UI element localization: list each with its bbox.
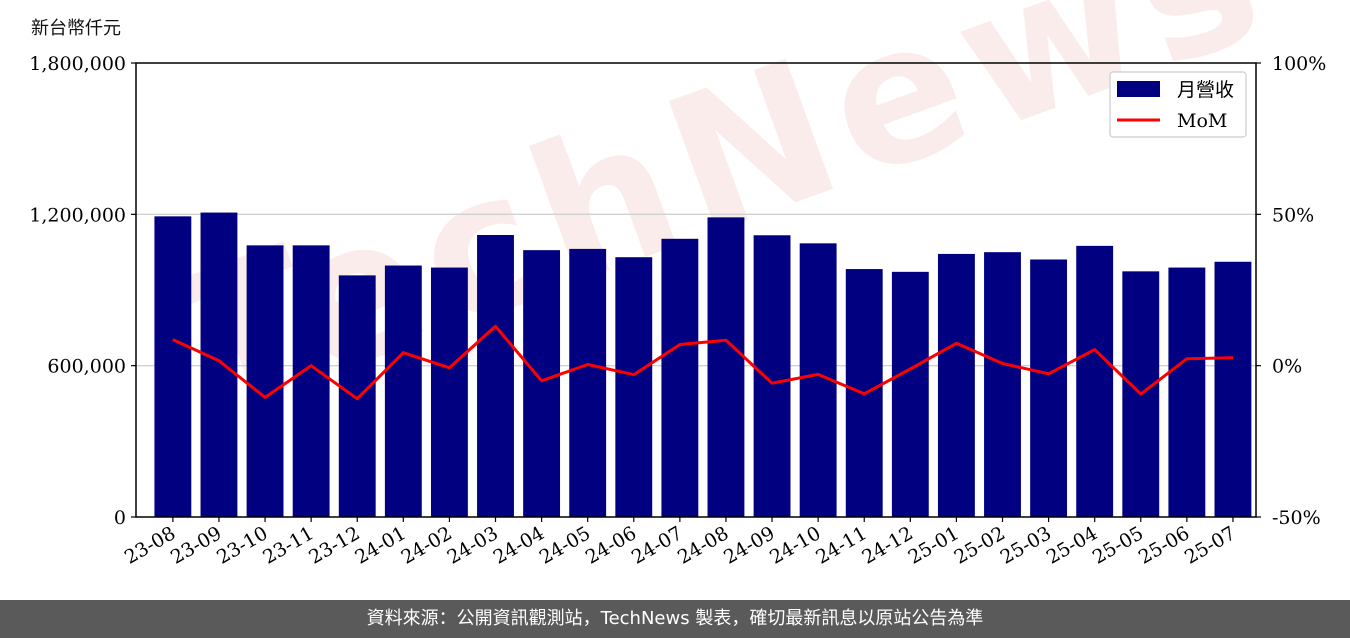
revenue-bar [338,275,376,517]
revenue-bar [615,257,653,517]
x-tick-label: 24-08 [674,522,732,568]
y-right-tick-label: -50% [1272,507,1321,529]
revenue-bar [246,245,284,517]
revenue-bar [154,216,192,517]
x-tick-label: 25-04 [1043,522,1101,568]
x-tick-label: 23-08 [121,522,179,568]
revenue-bar [984,252,1021,517]
x-tick-label: 24-02 [397,522,455,568]
x-tick-label: 24-06 [582,522,640,568]
revenue-bar [384,265,422,517]
legend-swatch-revenue [1117,81,1160,97]
x-tick-label: 25-01 [904,522,962,568]
plot-frame [135,62,1257,518]
x-tick-label: 24-07 [628,522,686,568]
x-tick-label: 24-05 [536,522,594,568]
revenue-bar [430,267,468,517]
x-tick-label: 25-06 [1135,522,1193,568]
mom-line [172,324,1234,401]
revenue-bar [707,217,745,518]
y-left-tick-label: 1,200,000 [29,204,126,226]
y-left-tick-label: 1,800,000 [29,53,126,75]
x-tick-label: 25-05 [1089,522,1147,568]
x-tick-label: 23-12 [305,522,363,568]
revenue-bar [1030,259,1068,517]
revenue-bar [937,253,975,517]
revenue-bar [523,250,561,517]
y-left-tick-label: 600,000 [47,356,126,378]
x-tick-label: 25-07 [1181,522,1239,568]
x-tick-label: 23-09 [167,522,225,568]
y-right-tick-label: 0% [1272,356,1302,378]
revenue-bar [569,248,607,518]
y-axis-unit-label: 新台幣仟元 [31,18,121,39]
x-tick-label: 24-10 [766,522,824,568]
revenue-bar [753,235,791,518]
legend-label-revenue: 月營收 [1177,79,1234,101]
x-tick-label: 24-09 [720,522,778,568]
x-tick-label: 24-04 [490,522,548,568]
y-right-tick-label: 50% [1272,204,1314,226]
revenue-bar [1168,267,1206,517]
x-tick-label: 24-12 [858,522,916,568]
x-tick-label: 23-10 [213,522,271,568]
x-tick-label: 24-03 [444,522,502,568]
x-tick-label: 24-01 [351,522,409,568]
y-right-tick-label: 100% [1272,53,1326,75]
x-tick-label: 25-02 [951,522,1009,568]
source-footer: 資料來源：公開資訊觀測站，TechNews 製表，確切最新訊息以原站公告為準 [0,600,1350,638]
legend-label-mom: MoM [1177,110,1227,132]
x-tick-label: 23-11 [259,522,317,568]
revenue-bar [200,212,238,517]
revenue-bar [891,271,929,517]
revenue-bar [292,245,330,517]
revenue-bar [1076,245,1114,517]
x-tick-label: 24-11 [812,522,870,568]
y-left-tick-label: 0 [114,507,126,529]
revenue-bar [1214,261,1252,517]
revenue-chart: 0 600,000 1,200,000 1,800,000 -50% 0% 50% 100% 2… [29,53,1326,569]
x-tick-label: 25-03 [997,522,1055,568]
revenue-bar [661,238,699,517]
revenue-bar [477,235,514,517]
